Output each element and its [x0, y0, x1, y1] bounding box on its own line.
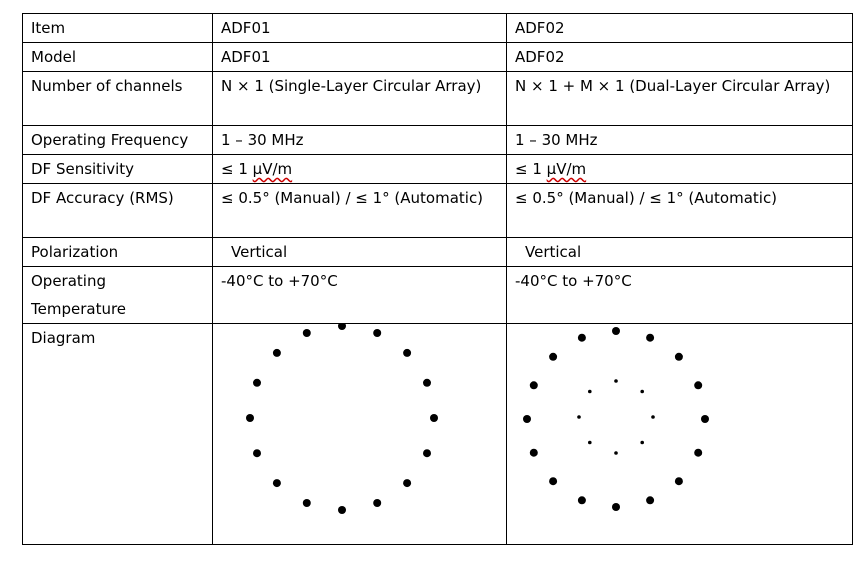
outer-antenna-element — [701, 415, 709, 423]
antenna-element — [423, 378, 431, 387]
row-label-sensitivity: DF Sensitivity — [22, 154, 213, 184]
antenna-element — [302, 499, 311, 507]
table-row-accuracy: DF Accuracy (RMS) ≤ 0.5° (Manual) / ≤ 1°… — [22, 183, 853, 238]
outer-antenna-element — [612, 327, 620, 335]
antenna-element — [272, 348, 281, 357]
table-row-sensitivity: DF Sensitivity ≤ 1 µV/m ≤ 1 µV/m — [22, 154, 853, 184]
inner-antenna-element — [588, 440, 592, 445]
cell-item-adf01: ADF01 — [212, 13, 507, 43]
outer-antenna-element — [529, 381, 538, 390]
inner-antenna-element — [577, 415, 581, 419]
table-row-channels: Number of channels N × 1 (Single-Layer C… — [22, 71, 853, 126]
outer-antenna-element — [549, 477, 558, 486]
inner-antenna-element — [588, 389, 592, 394]
cell-frequency-adf02: 1 – 30 MHz — [506, 125, 853, 155]
antenna-element — [253, 378, 261, 387]
row-label-model: Model — [22, 42, 213, 72]
table-row-item: Item ADF01 ADF02 — [22, 13, 853, 43]
antenna-element — [338, 324, 346, 330]
outer-antenna-element — [523, 415, 531, 423]
cell-temperature-adf01: -40°C to +70°C — [212, 266, 507, 324]
antenna-element — [373, 499, 382, 507]
outer-antenna-element — [646, 333, 655, 342]
antenna-element — [272, 479, 281, 488]
cell-diagram-adf01 — [212, 323, 507, 545]
cell-model-adf02: ADF02 — [506, 42, 853, 72]
row-label-frequency: Operating Frequency — [22, 125, 213, 155]
cell-polarization-adf01: Vertical — [212, 237, 507, 267]
cell-sensitivity-adf02: ≤ 1 µV/m — [506, 154, 853, 184]
inner-antenna-element — [640, 389, 644, 394]
inner-antenna-element — [614, 379, 618, 383]
cell-sensitivity-adf01: ≤ 1 µV/m — [212, 154, 507, 184]
outer-antenna-element — [674, 477, 683, 486]
cell-channels-adf01: N × 1 (Single-Layer Circular Array) — [212, 71, 507, 126]
antenna-element — [246, 414, 254, 422]
table-row-diagram: Diagram — [22, 323, 853, 545]
table-row-model: Model ADF01 ADF02 — [22, 42, 853, 72]
antenna-element — [373, 329, 382, 337]
antenna-element — [338, 506, 346, 514]
cell-temperature-adf02: -40°C to +70°C — [506, 266, 853, 324]
outer-antenna-element — [646, 496, 655, 505]
row-label-item: Item — [22, 13, 213, 43]
antenna-element — [403, 479, 412, 488]
table-row-temperature: Operating Temperature -40°C to +70°C -40… — [22, 266, 853, 324]
table-row-polarization: Polarization Vertical Vertical — [22, 237, 853, 267]
row-label-diagram: Diagram — [22, 323, 213, 545]
cell-polarization-adf02: Vertical — [506, 237, 853, 267]
antenna-element — [253, 449, 261, 458]
outer-antenna-element — [577, 333, 586, 342]
antenna-element — [403, 348, 412, 357]
row-label-accuracy: DF Accuracy (RMS) — [22, 183, 213, 238]
cell-item-adf02: ADF02 — [506, 13, 853, 43]
row-label-polarization: Polarization — [22, 237, 213, 267]
sensitivity-value-adf02: ≤ 1 — [515, 160, 547, 178]
outer-antenna-element — [674, 352, 683, 361]
cell-channels-adf02: N × 1 + M × 1 (Dual-Layer Circular Array… — [506, 71, 853, 126]
cell-accuracy-adf01: ≤ 0.5° (Manual) / ≤ 1° (Automatic) — [212, 183, 507, 238]
antenna-element — [430, 414, 438, 422]
adf02-array-diagram — [523, 327, 709, 511]
adf01-array-diagram — [246, 324, 438, 514]
sensitivity-unit-adf01: µV/m — [252, 160, 293, 178]
row-label-channels: Number of channels — [22, 71, 213, 126]
outer-antenna-element — [577, 496, 586, 505]
inner-antenna-element — [640, 440, 644, 445]
antenna-element — [302, 329, 311, 337]
outer-antenna-element — [529, 448, 538, 457]
table-row-frequency: Operating Frequency 1 – 30 MHz 1 – 30 MH… — [22, 125, 853, 155]
inner-antenna-element — [614, 451, 618, 455]
cell-model-adf01: ADF01 — [212, 42, 507, 72]
spec-table: Item ADF01 ADF02 Model ADF01 ADF02 Numbe… — [22, 13, 853, 545]
outer-antenna-element — [694, 448, 703, 457]
outer-antenna-element — [694, 381, 703, 390]
cell-accuracy-adf02: ≤ 0.5° (Manual) / ≤ 1° (Automatic) — [506, 183, 853, 238]
sensitivity-unit-adf02: µV/m — [546, 160, 587, 178]
inner-antenna-element — [651, 415, 655, 419]
cell-diagram-adf02 — [506, 323, 853, 545]
outer-antenna-element — [612, 503, 620, 511]
cell-frequency-adf01: 1 – 30 MHz — [212, 125, 507, 155]
row-label-temperature: Operating Temperature — [22, 266, 213, 324]
sensitivity-value-adf01: ≤ 1 — [221, 160, 253, 178]
antenna-element — [423, 449, 431, 458]
outer-antenna-element — [549, 352, 558, 361]
